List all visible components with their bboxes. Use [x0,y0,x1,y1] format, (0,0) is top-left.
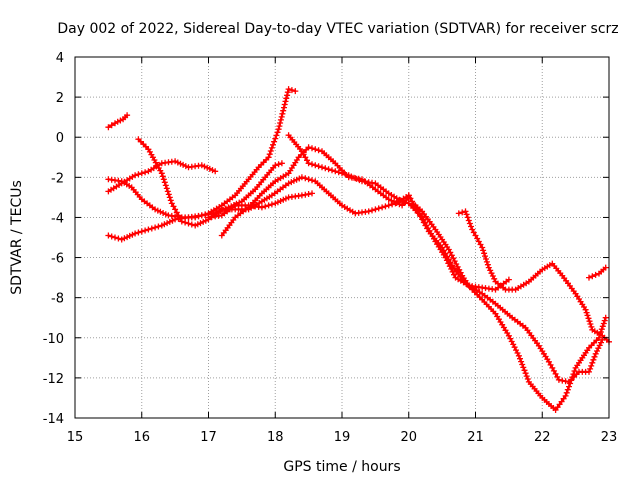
x-tick-label: 22 [534,430,551,445]
series-track-11 [455,208,612,345]
series-track-5 [135,136,412,229]
series-markers [205,190,315,221]
y-tick-label: 4 [56,51,64,66]
y-tick-label: 0 [56,131,64,146]
x-tick-label: 18 [267,430,284,445]
series-markers [105,158,219,195]
grid-lines [75,57,609,418]
series-track-7 [205,190,315,221]
y-tick-label: -10 [43,332,64,347]
y-tick-label: 2 [56,91,64,106]
x-axis-label: GPS time / hours [283,459,400,475]
series-markers [285,132,512,293]
series-track-4 [105,160,285,243]
x-tick-label: 21 [467,430,484,445]
series-markers [105,112,131,131]
series-markers [105,160,285,243]
x-tick-label: 23 [601,430,618,445]
y-axis-label: SDTVAR / TECUs [9,180,25,295]
y-tick-label: -6 [51,252,64,267]
y-tick-label: -8 [51,292,64,307]
x-tick-label: 15 [67,430,84,445]
series-track-3 [105,158,219,195]
series-track-10 [405,200,606,385]
series-markers [586,264,609,281]
series-markers [405,192,609,413]
x-tick-label: 19 [334,430,351,445]
series-markers [135,136,412,229]
series-track-12 [586,264,609,281]
series-markers [455,208,612,345]
x-tick-label: 16 [133,430,150,445]
y-tick-label: -12 [43,372,64,387]
y-tick-label: -14 [43,412,64,427]
y-tick-label: -4 [51,211,64,226]
series-track-2 [105,86,299,221]
chart-title: Day 002 of 2022, Sidereal Day-to-day VTE… [57,21,618,37]
data-series [105,86,612,413]
series-track-1 [105,112,131,131]
series-markers [105,86,299,221]
y-tick-label: -2 [51,171,64,186]
series-markers [405,200,606,385]
x-tick-label: 20 [400,430,417,445]
series-track-9 [405,192,609,413]
series-line [287,134,510,291]
series-track-8 [285,132,512,293]
x-tick-label: 17 [200,430,217,445]
